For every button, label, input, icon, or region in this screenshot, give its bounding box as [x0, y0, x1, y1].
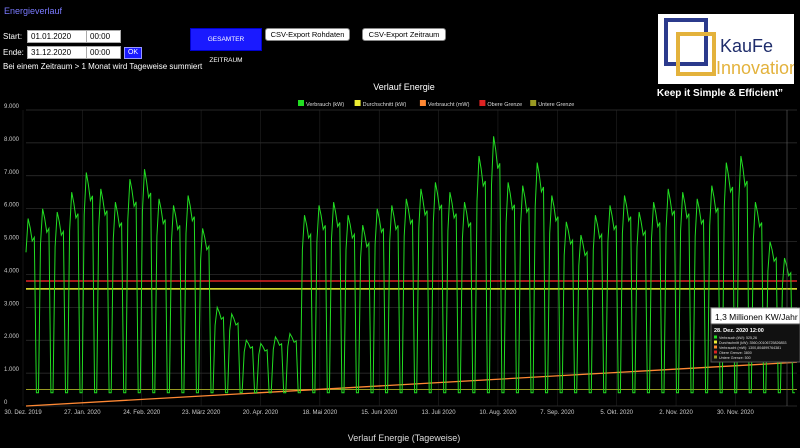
consumed-line — [25, 361, 798, 407]
legend-swatch — [298, 100, 304, 106]
y-tick-label: 3.000 — [4, 301, 20, 307]
legend-swatch — [354, 100, 361, 106]
range-note: Bei einem Zeitraum > 1 Monat wird Tagewe… — [3, 62, 203, 71]
energy-chart[interactable]: Verlauf Energie Verbrauch (kW) Durchschni… — [0, 76, 800, 448]
full-range-button[interactable]: GESAMTER ZEITRAUM — [190, 28, 262, 64]
chart-tooltip: 1,3 Millionen KW/Jahr 28. Dez. 2020 12:00… — [710, 110, 800, 406]
tooltip-swatch — [714, 335, 717, 339]
legend-swatch — [530, 100, 537, 106]
tooltip-swatch — [714, 345, 717, 349]
csv-export-raw-button[interactable]: CSV-Export Rohdaten — [265, 28, 350, 41]
tooltip-swatch — [714, 340, 717, 344]
chart-lines — [25, 136, 798, 407]
x-axis-ticks: 30. Dez. 2019 27. Jan. 2020 24. Feb. 2020 2… — [4, 410, 754, 416]
x-tick-label: 18. Mai 2020 — [302, 410, 337, 416]
tooltip-line: Verbraucht (mW): 1300,804899764381 — [719, 346, 781, 350]
end-date-field[interactable]: 31.12.2020 — [27, 46, 88, 59]
x-tick-label: 7. Sep. 2020 — [540, 410, 575, 416]
x-tick-label: 15. Juni 2020 — [361, 410, 398, 416]
legend-entry: Verbrauch (kW) — [306, 102, 344, 108]
y-tick-label: 7.000 — [4, 170, 20, 176]
tooltip-swatch — [714, 355, 717, 359]
tooltip-headline: 1,3 Millionen KW/Jahr — [715, 312, 798, 322]
y-tick-label: 5.000 — [4, 236, 20, 242]
tooltip-line: Durchschnitt (kW): 3560,00106725826853 — [719, 341, 787, 345]
x-tick-label: 5. Okt. 2020 — [600, 410, 633, 416]
x-tick-label: 20. Apr. 2020 — [243, 410, 279, 416]
y-tick-label: 2.000 — [4, 334, 20, 340]
x-tick-label: 27. Jan. 2020 — [64, 410, 101, 416]
start-label: Start: — [3, 32, 23, 41]
y-tick-label: 4.000 — [4, 268, 20, 274]
logo-name-2: Innovation — [716, 58, 794, 78]
x-tick-label: 30. Nov. 2020 — [717, 410, 755, 416]
legend-entry: Obere Grenze — [487, 102, 522, 108]
x-tick-label: 2. Nov. 2020 — [659, 410, 693, 416]
start-date-field[interactable]: 01.01.2020 — [27, 30, 88, 43]
tooltip-box — [710, 323, 800, 363]
tooltip-line: Untere Grenze: 500 — [719, 356, 751, 360]
ok-button[interactable]: OK — [124, 47, 142, 59]
legend-swatch — [479, 100, 486, 106]
tooltip-date: 28. Dez. 2020 12:00 — [714, 328, 764, 334]
csv-export-range-button[interactable]: CSV-Export Zeitraum — [362, 28, 446, 41]
legend-entry: Untere Grenze — [538, 102, 574, 108]
logo-name-1: KauFe — [720, 36, 773, 56]
tooltip-line: Obere Grenze: 3800 — [719, 351, 752, 355]
chart-legend[interactable]: Verbrauch (kW) Durchschnitt (kW) Verbrauch… — [298, 100, 574, 108]
y-tick-label: 8.000 — [4, 137, 20, 143]
x-tick-label: 24. Feb. 2020 — [123, 410, 161, 416]
x-tick-label: 30. Dez. 2019 — [4, 410, 42, 416]
legend-entry: Durchschnitt (kW) — [363, 102, 407, 108]
start-time-field[interactable]: 00:00 — [86, 30, 121, 43]
energieverlauf-link[interactable]: Energieverlauf — [4, 6, 63, 16]
end-time-field[interactable]: 00:00 — [86, 46, 121, 59]
consumption-line — [25, 136, 795, 394]
tooltip-swatch — [714, 350, 717, 354]
y-tick-label: 0 — [4, 400, 8, 406]
legend-swatch — [419, 100, 426, 106]
x-tick-label: 13. Juli 2020 — [422, 410, 457, 416]
chart-grid — [22, 109, 797, 407]
x-tick-label: 10. Aug. 2020 — [479, 410, 517, 416]
logo-mark-icon: KauFe Innovation — [664, 18, 799, 78]
y-tick-label: 9.000 — [4, 104, 20, 110]
tooltip-line: Verbrauch (kW): 525,26 — [719, 336, 757, 340]
y-axis-ticks: 0 1.000 2.000 3.000 4.000 5.000 6.000 7.000 8.00… — [4, 104, 20, 406]
kaufe-logo: KauFe Innovation — [658, 14, 799, 84]
y-tick-label: 1.000 — [4, 367, 20, 373]
chart-title: Verlauf Energie — [373, 82, 435, 92]
end-label: Ende: — [3, 48, 24, 57]
y-tick-label: 6.000 — [4, 203, 20, 209]
legend-entry: Verbraucht (mW) — [428, 102, 470, 108]
x-tick-label: 23. März 2020 — [182, 410, 221, 416]
x-axis-title: Verlauf Energie (Tageweise) — [348, 433, 461, 443]
slogan: Keep it Simple & Efficient” — [656, 88, 784, 99]
